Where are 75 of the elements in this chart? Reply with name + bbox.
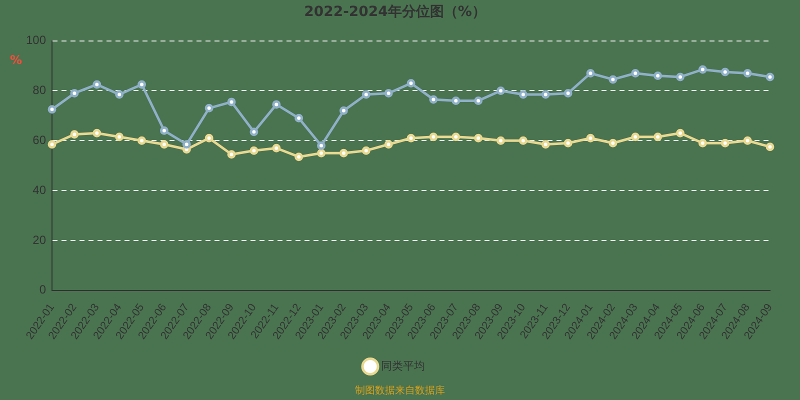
point (294, 152, 304, 162)
point (429, 95, 438, 104)
point (339, 106, 348, 115)
point (608, 138, 618, 148)
point (362, 90, 370, 99)
point (70, 130, 79, 139)
point (362, 146, 370, 155)
point (766, 72, 774, 82)
point (182, 140, 191, 149)
point (138, 136, 146, 145)
y-tick-label: 40 (32, 182, 46, 197)
point (474, 96, 483, 105)
point (496, 86, 506, 95)
point (518, 90, 528, 99)
point (743, 136, 752, 145)
point (766, 142, 774, 152)
point (406, 78, 416, 88)
point (204, 104, 214, 112)
point (586, 134, 595, 142)
point (92, 80, 102, 89)
chart-title: 2022-2024年分位图（%） (304, 4, 486, 20)
point (384, 140, 393, 149)
point (115, 132, 124, 142)
point (250, 146, 258, 155)
point (474, 134, 483, 142)
point (541, 90, 550, 99)
point (698, 138, 707, 148)
y-tick-label: 80 (32, 83, 46, 98)
point (586, 68, 595, 78)
point (654, 132, 662, 142)
point (48, 140, 56, 149)
point (608, 75, 618, 84)
point (227, 150, 236, 159)
point (227, 98, 236, 106)
y-tick-label: 60 (32, 132, 46, 147)
point (496, 136, 506, 145)
point (115, 90, 124, 99)
point (317, 148, 326, 158)
point (384, 88, 393, 98)
point (676, 128, 685, 138)
point (564, 88, 572, 98)
point (676, 72, 685, 82)
point (720, 68, 730, 76)
point (160, 140, 168, 149)
point (70, 88, 79, 98)
y-tick-label: 20 (32, 232, 46, 247)
y-tick-label: 0 (39, 282, 46, 297)
point (452, 96, 460, 105)
point (294, 114, 304, 122)
point (541, 140, 550, 149)
text: 制图数据来自数据库 (355, 384, 445, 397)
point (272, 100, 281, 109)
point (698, 65, 707, 74)
point (317, 141, 326, 150)
point (631, 68, 640, 78)
point (250, 128, 258, 136)
point (631, 132, 640, 142)
point (406, 134, 416, 142)
point (654, 71, 662, 80)
point (160, 126, 168, 135)
point (720, 138, 730, 148)
point (138, 80, 146, 89)
point (743, 68, 752, 78)
point (272, 144, 281, 152)
y-axis-title: % (10, 52, 22, 67)
point (564, 138, 572, 148)
point (339, 148, 348, 158)
y-tick-label: 100 (26, 33, 46, 48)
legend-label: 同类平均 (380, 360, 425, 373)
point (452, 132, 460, 142)
point (92, 128, 102, 138)
point (429, 132, 438, 142)
point (204, 134, 214, 142)
point (48, 105, 56, 114)
point (518, 136, 528, 145)
